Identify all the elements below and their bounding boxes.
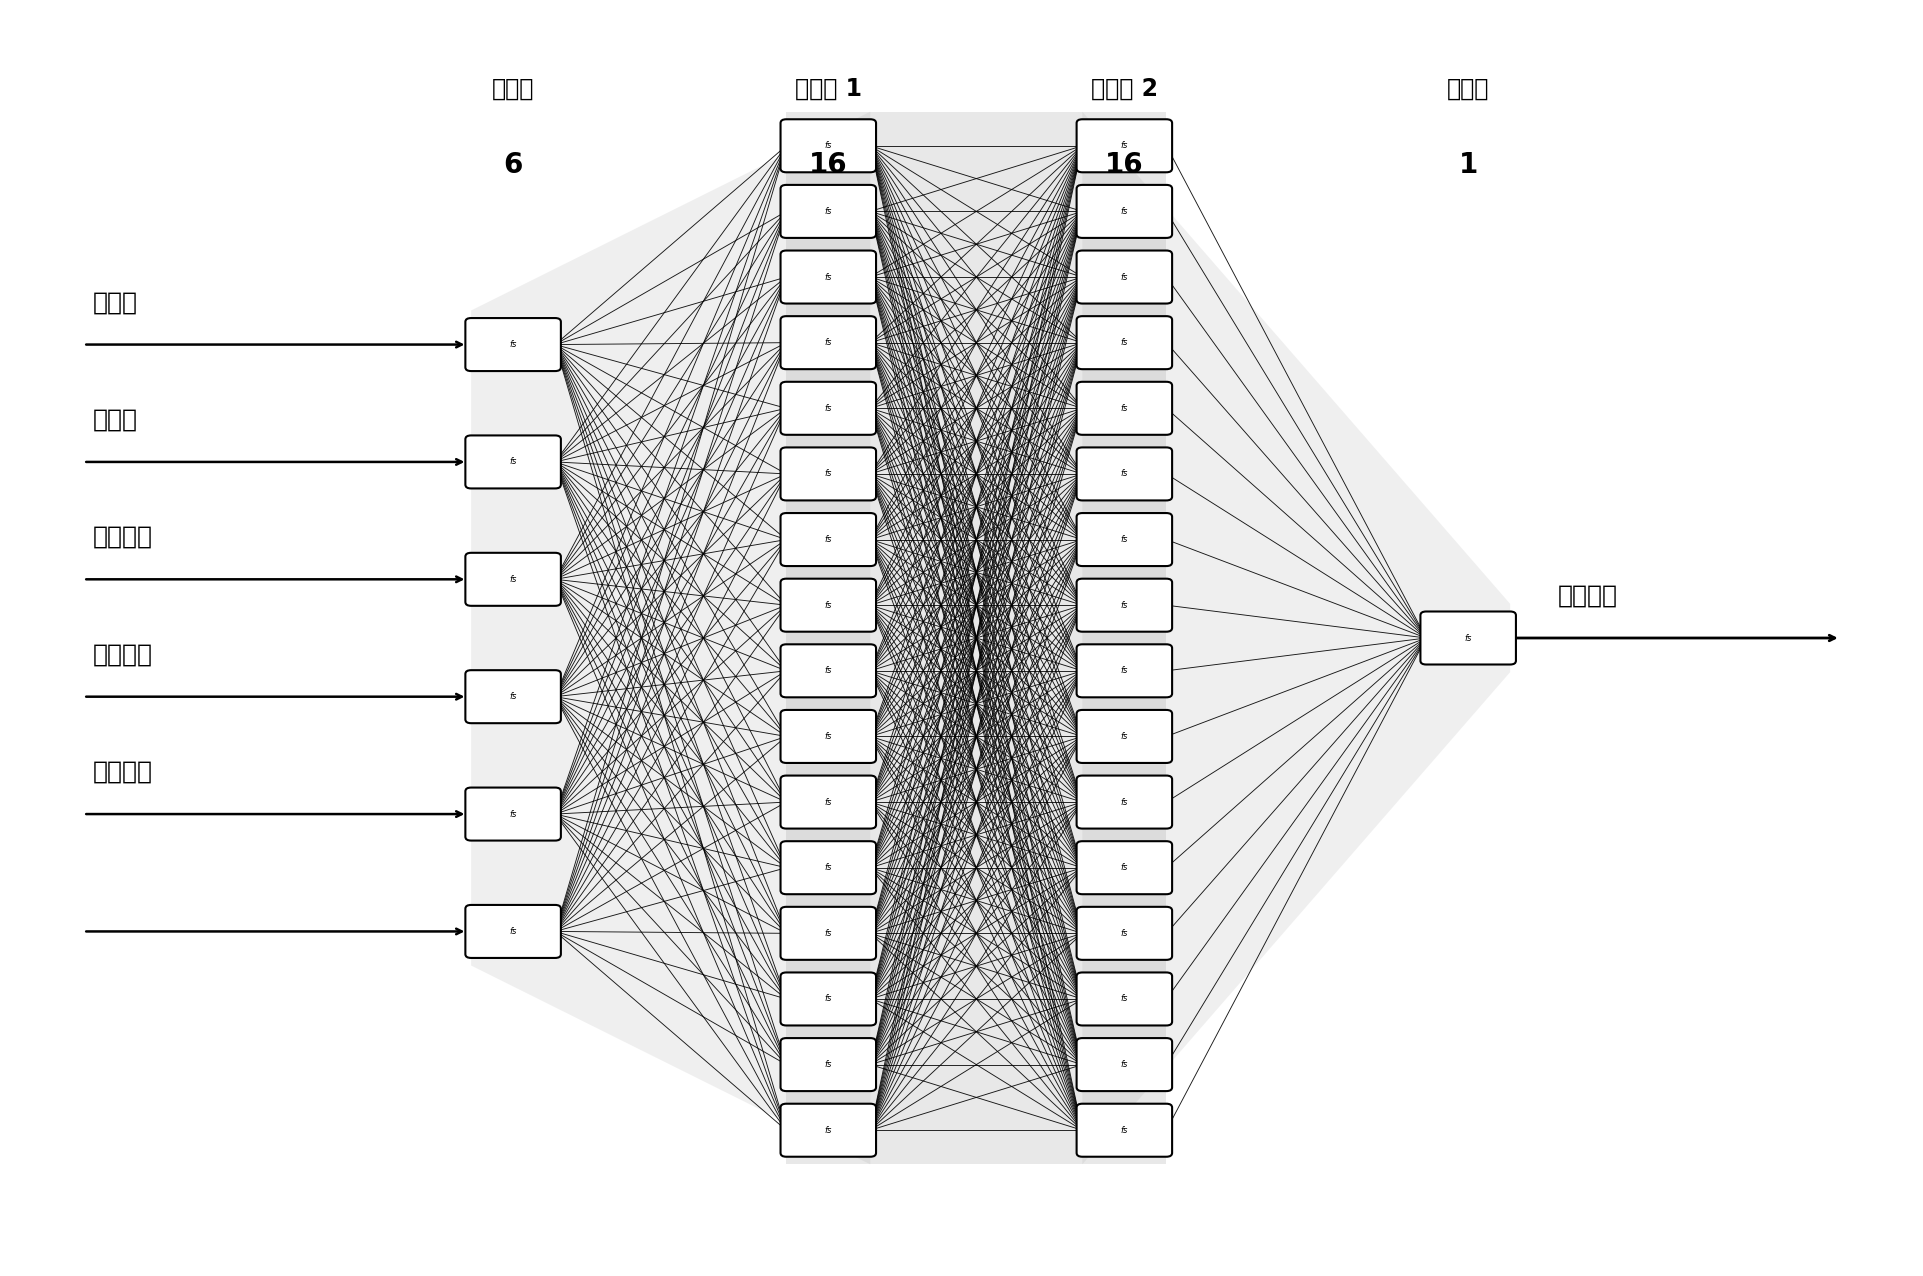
Text: 压边力: 压边力 — [92, 290, 138, 314]
Text: 1: 1 — [1458, 151, 1477, 179]
FancyBboxPatch shape — [1077, 907, 1171, 960]
FancyBboxPatch shape — [1419, 611, 1515, 665]
FancyBboxPatch shape — [1077, 841, 1171, 894]
Text: fs: fs — [510, 692, 517, 702]
Text: fs: fs — [1119, 1125, 1127, 1134]
FancyBboxPatch shape — [781, 709, 875, 763]
FancyBboxPatch shape — [1077, 382, 1171, 435]
Text: 16: 16 — [808, 151, 848, 179]
FancyBboxPatch shape — [1077, 1104, 1171, 1157]
Text: 输出层: 输出层 — [1446, 77, 1488, 101]
FancyBboxPatch shape — [1077, 709, 1171, 763]
Text: fs: fs — [825, 207, 831, 216]
FancyBboxPatch shape — [465, 318, 562, 371]
Text: fs: fs — [825, 601, 831, 610]
FancyBboxPatch shape — [465, 435, 562, 489]
Text: 输入层: 输入层 — [492, 77, 535, 101]
Text: fs: fs — [1119, 338, 1127, 347]
FancyBboxPatch shape — [781, 185, 875, 237]
Text: fs: fs — [510, 574, 517, 584]
FancyBboxPatch shape — [1077, 185, 1171, 237]
Text: fs: fs — [825, 338, 831, 347]
Text: fs: fs — [510, 457, 517, 467]
FancyBboxPatch shape — [1077, 579, 1171, 632]
FancyBboxPatch shape — [781, 644, 875, 697]
Polygon shape — [1083, 112, 1510, 1164]
Text: fs: fs — [825, 994, 831, 1003]
Text: fs: fs — [1119, 601, 1127, 610]
Text: fs: fs — [1119, 666, 1127, 675]
Text: 模具硬度: 模具硬度 — [92, 759, 152, 783]
FancyBboxPatch shape — [1077, 316, 1171, 369]
Text: 隐藏层 2: 隐藏层 2 — [1090, 77, 1158, 101]
Text: fs: fs — [825, 142, 831, 151]
Text: fs: fs — [825, 863, 831, 873]
Text: fs: fs — [825, 732, 831, 741]
FancyBboxPatch shape — [1077, 1039, 1171, 1091]
Text: fs: fs — [1119, 994, 1127, 1003]
Text: fs: fs — [825, 470, 831, 478]
Text: fs: fs — [1119, 1060, 1127, 1069]
Text: fs: fs — [1119, 929, 1127, 938]
FancyBboxPatch shape — [781, 841, 875, 894]
Text: fs: fs — [510, 926, 517, 935]
Text: fs: fs — [1119, 863, 1127, 873]
FancyBboxPatch shape — [781, 579, 875, 632]
FancyBboxPatch shape — [781, 1104, 875, 1157]
FancyBboxPatch shape — [465, 787, 562, 841]
Polygon shape — [471, 112, 869, 1164]
FancyBboxPatch shape — [781, 972, 875, 1026]
FancyBboxPatch shape — [1077, 119, 1171, 172]
FancyBboxPatch shape — [1077, 448, 1171, 500]
Text: fs: fs — [1119, 470, 1127, 478]
FancyBboxPatch shape — [1077, 776, 1171, 828]
FancyBboxPatch shape — [781, 776, 875, 828]
Polygon shape — [787, 112, 1165, 1164]
Text: 6: 6 — [504, 151, 523, 179]
Text: fs: fs — [825, 535, 831, 544]
FancyBboxPatch shape — [781, 907, 875, 960]
FancyBboxPatch shape — [781, 382, 875, 435]
Text: fs: fs — [510, 809, 517, 819]
FancyBboxPatch shape — [1077, 250, 1171, 304]
Text: 冲裁速度: 冲裁速度 — [92, 524, 152, 549]
FancyBboxPatch shape — [781, 448, 875, 500]
Text: fs: fs — [1119, 535, 1127, 544]
Text: 16: 16 — [1104, 151, 1142, 179]
Text: 冲裁间隙: 冲裁间隙 — [92, 642, 152, 666]
FancyBboxPatch shape — [1077, 972, 1171, 1026]
FancyBboxPatch shape — [781, 1039, 875, 1091]
Text: fs: fs — [825, 1125, 831, 1134]
Text: fs: fs — [1119, 403, 1127, 413]
Text: 反顶力: 反顶力 — [92, 407, 138, 431]
FancyBboxPatch shape — [465, 905, 562, 958]
Text: 磨损深度: 磨损深度 — [1558, 583, 1617, 607]
Text: fs: fs — [825, 929, 831, 938]
FancyBboxPatch shape — [1077, 513, 1171, 567]
Text: fs: fs — [825, 666, 831, 675]
Text: fs: fs — [1119, 142, 1127, 151]
Text: fs: fs — [1119, 798, 1127, 806]
Text: fs: fs — [510, 341, 517, 350]
Text: fs: fs — [1119, 273, 1127, 282]
Text: fs: fs — [825, 798, 831, 806]
Text: 隐藏层 1: 隐藏层 1 — [794, 77, 862, 101]
FancyBboxPatch shape — [781, 119, 875, 172]
Text: fs: fs — [1119, 732, 1127, 741]
FancyBboxPatch shape — [781, 250, 875, 304]
FancyBboxPatch shape — [781, 316, 875, 369]
Text: fs: fs — [1463, 633, 1471, 643]
Text: fs: fs — [825, 403, 831, 413]
FancyBboxPatch shape — [465, 553, 562, 606]
FancyBboxPatch shape — [1077, 644, 1171, 697]
Text: fs: fs — [1119, 207, 1127, 216]
FancyBboxPatch shape — [465, 670, 562, 723]
Text: fs: fs — [825, 1060, 831, 1069]
Text: fs: fs — [825, 273, 831, 282]
FancyBboxPatch shape — [781, 513, 875, 567]
